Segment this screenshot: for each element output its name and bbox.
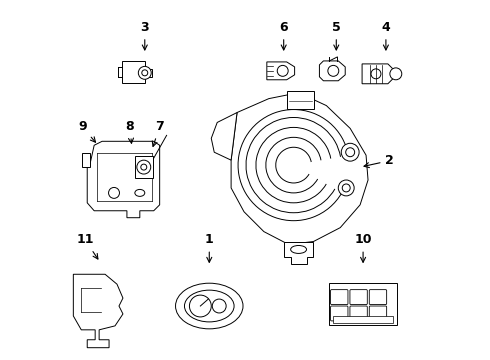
Circle shape — [338, 180, 354, 196]
FancyBboxPatch shape — [350, 290, 368, 305]
Text: 1: 1 — [205, 234, 214, 262]
Circle shape — [137, 160, 151, 174]
FancyBboxPatch shape — [135, 156, 153, 178]
Circle shape — [371, 69, 381, 79]
Circle shape — [390, 68, 402, 80]
FancyBboxPatch shape — [82, 153, 90, 167]
Circle shape — [341, 143, 359, 161]
Text: 9: 9 — [78, 120, 96, 142]
PathPatch shape — [122, 61, 152, 83]
Ellipse shape — [184, 290, 234, 322]
Text: 2: 2 — [364, 154, 394, 168]
Text: 11: 11 — [76, 234, 98, 259]
Text: 7: 7 — [152, 120, 164, 147]
FancyBboxPatch shape — [369, 306, 387, 321]
Circle shape — [138, 66, 151, 79]
Text: 8: 8 — [125, 120, 134, 143]
PathPatch shape — [284, 242, 314, 264]
PathPatch shape — [211, 113, 237, 160]
Text: 3: 3 — [141, 21, 149, 50]
FancyBboxPatch shape — [331, 306, 348, 321]
PathPatch shape — [231, 93, 368, 244]
PathPatch shape — [74, 274, 123, 348]
Circle shape — [342, 184, 350, 192]
Text: 5: 5 — [332, 21, 341, 50]
PathPatch shape — [87, 141, 160, 218]
Circle shape — [190, 295, 211, 317]
Text: 10: 10 — [354, 234, 372, 262]
Circle shape — [277, 66, 288, 76]
Circle shape — [141, 164, 147, 170]
Ellipse shape — [135, 189, 145, 196]
Circle shape — [328, 66, 339, 76]
FancyBboxPatch shape — [333, 316, 393, 323]
FancyBboxPatch shape — [329, 283, 397, 325]
Circle shape — [346, 148, 355, 157]
Circle shape — [142, 70, 148, 76]
Text: 6: 6 — [279, 21, 288, 50]
FancyBboxPatch shape — [287, 91, 315, 109]
PathPatch shape — [362, 64, 394, 84]
PathPatch shape — [267, 62, 294, 80]
Circle shape — [109, 188, 120, 198]
Circle shape — [212, 299, 226, 313]
FancyBboxPatch shape — [331, 290, 348, 305]
FancyBboxPatch shape — [369, 290, 387, 305]
FancyBboxPatch shape — [350, 306, 368, 321]
Ellipse shape — [291, 246, 307, 253]
PathPatch shape — [319, 61, 345, 81]
Text: 4: 4 — [382, 21, 390, 50]
Ellipse shape — [175, 283, 243, 329]
